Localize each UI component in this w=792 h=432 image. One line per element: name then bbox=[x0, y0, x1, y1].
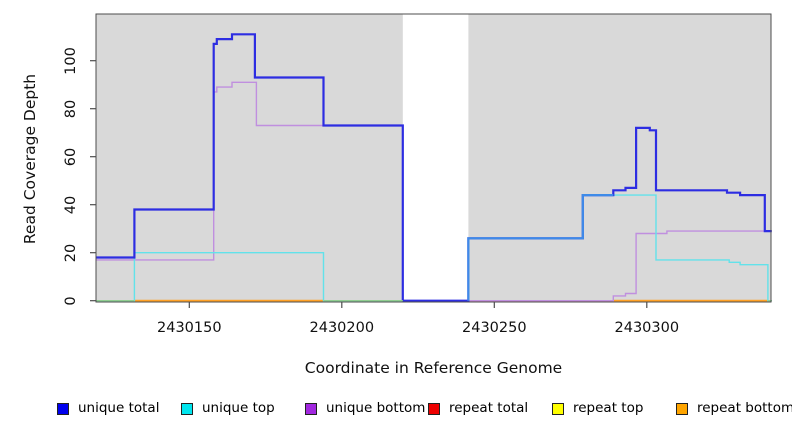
x-tick-label: 2430300 bbox=[614, 320, 680, 336]
legend-item-repeat-bottom: repeat bottom bbox=[676, 401, 792, 416]
legend-swatch-icon bbox=[676, 402, 688, 415]
y-tick-label: 20 bbox=[63, 243, 79, 262]
y-tick-label: 100 bbox=[63, 46, 79, 75]
legend-item-repeat-total: repeat total bbox=[428, 401, 528, 416]
y-tick-label: 0 bbox=[63, 296, 79, 306]
x-axis-title: Coordinate in Reference Genome bbox=[304, 359, 563, 377]
series-lines bbox=[96, 33, 772, 302]
y-tick-label: 40 bbox=[63, 195, 79, 214]
y-axis-title: Read Coverage Depth bbox=[21, 73, 39, 245]
legend-label: unique total bbox=[78, 400, 160, 416]
legend-swatch-icon bbox=[552, 402, 564, 415]
x-tick-label: 2430250 bbox=[462, 320, 527, 336]
no-data-band bbox=[402, 14, 469, 302]
x-tick-label: 2430200 bbox=[309, 320, 375, 336]
legend-label: repeat top bbox=[573, 400, 644, 416]
legend-item-unique-top: unique top bbox=[181, 401, 275, 416]
legend-swatch-icon bbox=[305, 402, 317, 415]
legend-item-unique-total: unique total bbox=[57, 401, 159, 416]
x-tick-label: 2430150 bbox=[157, 320, 222, 336]
y-tick-label: 60 bbox=[63, 147, 79, 166]
legend-label: unique top bbox=[202, 400, 275, 416]
legend-label: repeat bottom bbox=[697, 400, 792, 416]
legend-label: repeat total bbox=[449, 400, 529, 416]
legend-swatch-icon bbox=[57, 402, 69, 415]
plot-background bbox=[96, 14, 771, 302]
y-tick-label: 80 bbox=[63, 99, 79, 118]
legend-item-unique-bottom: unique bottom bbox=[305, 401, 425, 416]
axis-ticks bbox=[90, 13, 772, 308]
legend-label: unique bottom bbox=[326, 400, 426, 416]
series-line-unique-top bbox=[96, 194, 772, 302]
overlap-line bbox=[467, 194, 614, 301]
legend-item-repeat-top: repeat top bbox=[552, 401, 643, 416]
legend-swatch-icon bbox=[428, 402, 440, 415]
legend-swatch-icon bbox=[181, 402, 193, 415]
plot-border bbox=[95, 13, 772, 303]
